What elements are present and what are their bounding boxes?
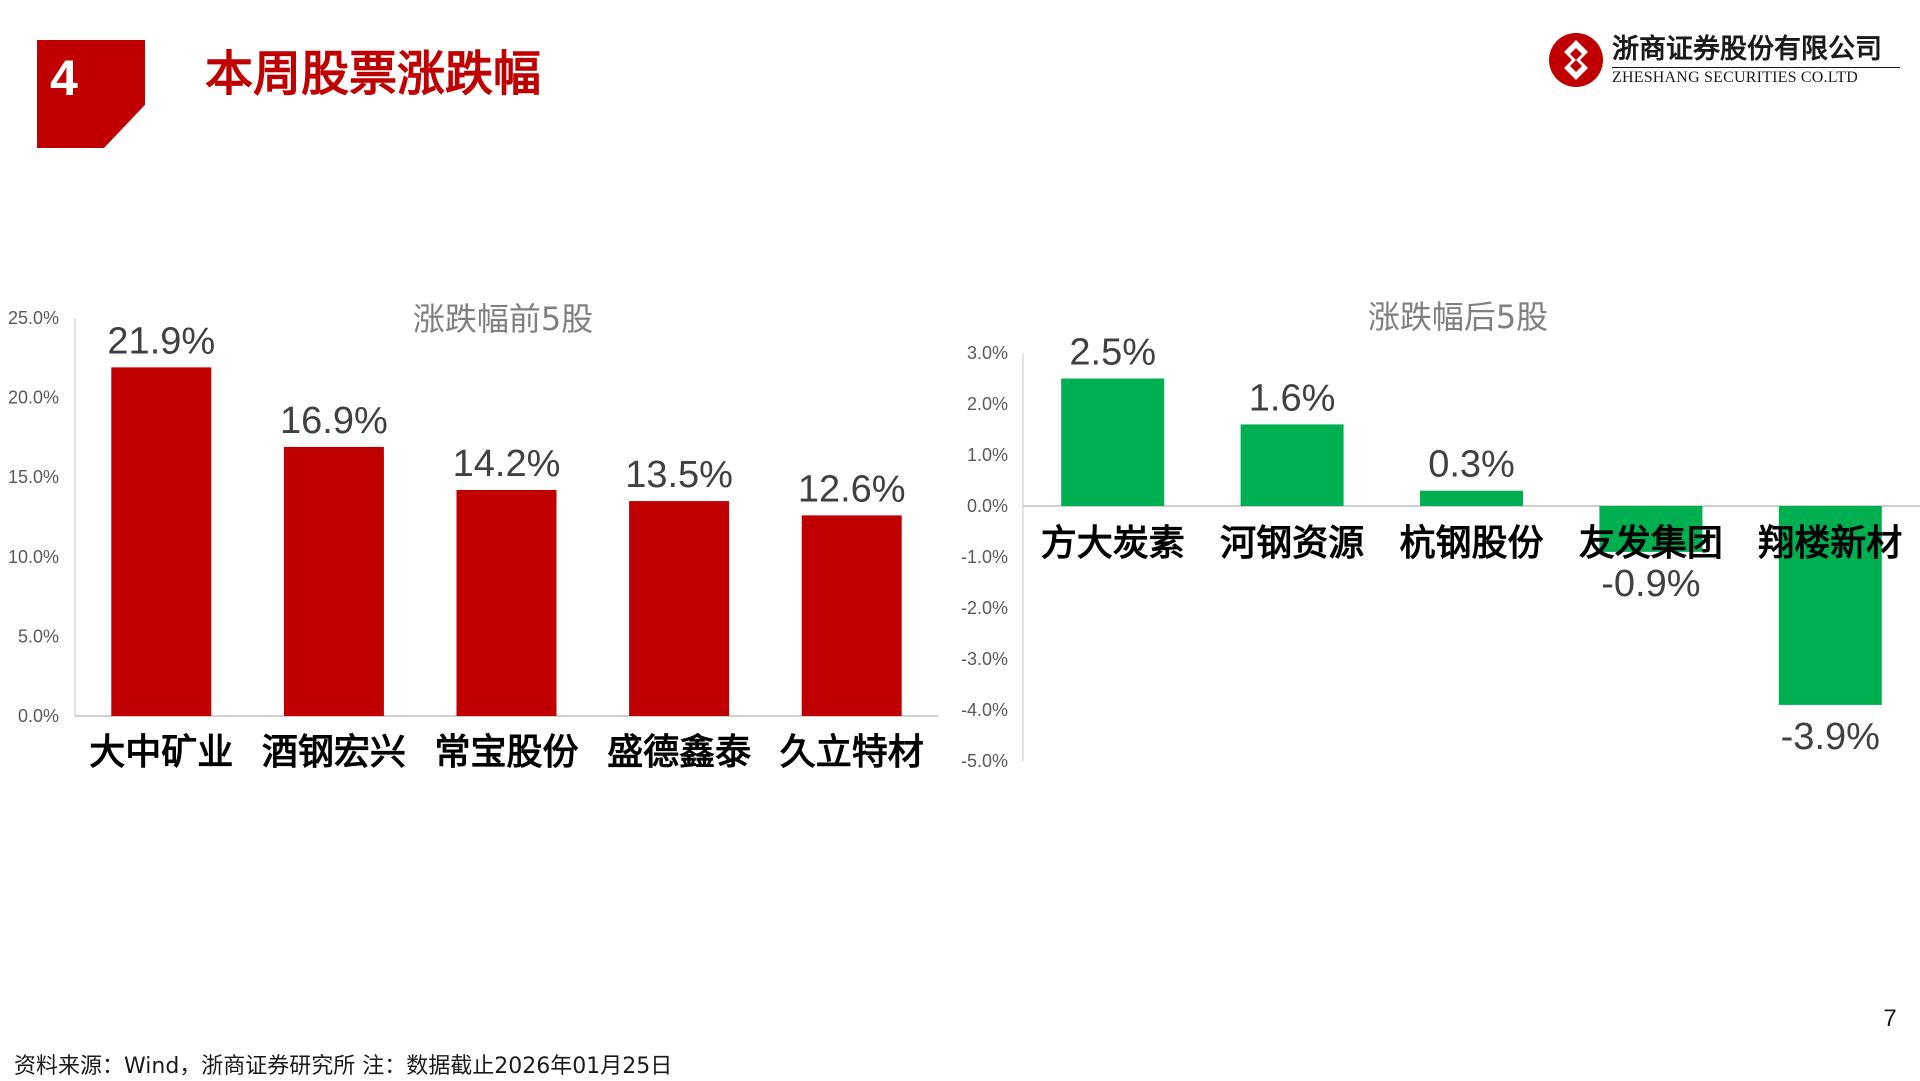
category-label: 盛德鑫泰 xyxy=(607,731,752,773)
data-label: 1.6% xyxy=(1249,377,1336,419)
y-tick-label: 3.0% xyxy=(967,343,1008,363)
category-label: 翔楼新材 xyxy=(1758,522,1902,564)
y-tick-label: 5.0% xyxy=(18,626,59,646)
y-tick-label: 20.0% xyxy=(8,388,59,408)
category-label: 方大炭素 xyxy=(1041,522,1185,564)
bar xyxy=(111,367,212,716)
y-tick-label: 2.0% xyxy=(967,394,1008,414)
company-name-en: ZHESHANG SECURITIES CO.LTD xyxy=(1612,69,1858,86)
bar xyxy=(1778,506,1882,705)
category-label: 大中矿业 xyxy=(89,731,233,773)
data-label: 16.9% xyxy=(280,400,388,442)
source-note: 资料来源：Wind，浙商证券研究所 注：数据截止2026年01月25日 xyxy=(14,1054,673,1079)
y-tick-label: -5.0% xyxy=(961,751,1008,771)
y-tick-label: -4.0% xyxy=(961,700,1008,720)
y-tick-label: -3.0% xyxy=(961,649,1008,669)
category-label: 杭钢股份 xyxy=(1399,522,1543,564)
bar xyxy=(456,489,557,716)
data-label: 13.5% xyxy=(625,454,733,496)
category-label: 常宝股份 xyxy=(434,731,578,773)
bar xyxy=(1420,490,1523,506)
page-number: 7 xyxy=(1883,1005,1897,1032)
chart-title: 涨跌幅后5股 xyxy=(1368,298,1548,336)
zheshang-logo-icon xyxy=(1549,33,1603,87)
y-tick-label: -1.0% xyxy=(961,547,1008,567)
category-label: 友发集团 xyxy=(1579,522,1723,564)
section-number: 4 xyxy=(50,50,78,106)
bar xyxy=(1061,378,1165,506)
data-label: 14.2% xyxy=(453,443,561,485)
y-tick-label: 25.0% xyxy=(8,308,59,328)
logo-divider xyxy=(1612,67,1900,68)
category-label: 河钢资源 xyxy=(1220,522,1364,564)
bar xyxy=(1599,506,1703,552)
page-title: 本周股票涨跌幅 xyxy=(205,46,542,102)
bar xyxy=(283,446,384,716)
chart-title: 涨跌幅前5股 xyxy=(413,300,593,338)
bar xyxy=(629,501,730,716)
data-label: 21.9% xyxy=(107,320,215,362)
bar xyxy=(1240,424,1344,506)
category-label: 酒钢宏兴 xyxy=(262,731,406,773)
bar xyxy=(801,515,902,716)
data-label: 0.3% xyxy=(1428,444,1515,486)
y-tick-label: 10.0% xyxy=(8,547,59,567)
data-label: 12.6% xyxy=(798,468,906,510)
y-tick-label: 15.0% xyxy=(8,467,59,487)
data-label: -0.9% xyxy=(1601,563,1700,605)
y-tick-label: 0.0% xyxy=(18,706,59,726)
company-name-cn: 浙商证券股份有限公司 xyxy=(1612,34,1882,65)
y-tick-label: 0.0% xyxy=(967,496,1008,516)
company-logo: 浙商证券股份有限公司 ZHESHANG SECURITIES CO.LTD xyxy=(1548,32,1900,92)
data-label: 2.5% xyxy=(1069,332,1156,374)
y-tick-label: 1.0% xyxy=(967,445,1008,465)
y-tick-label: -2.0% xyxy=(961,598,1008,618)
category-label: 久立特材 xyxy=(780,731,924,773)
data-label: -3.9% xyxy=(1781,716,1880,758)
